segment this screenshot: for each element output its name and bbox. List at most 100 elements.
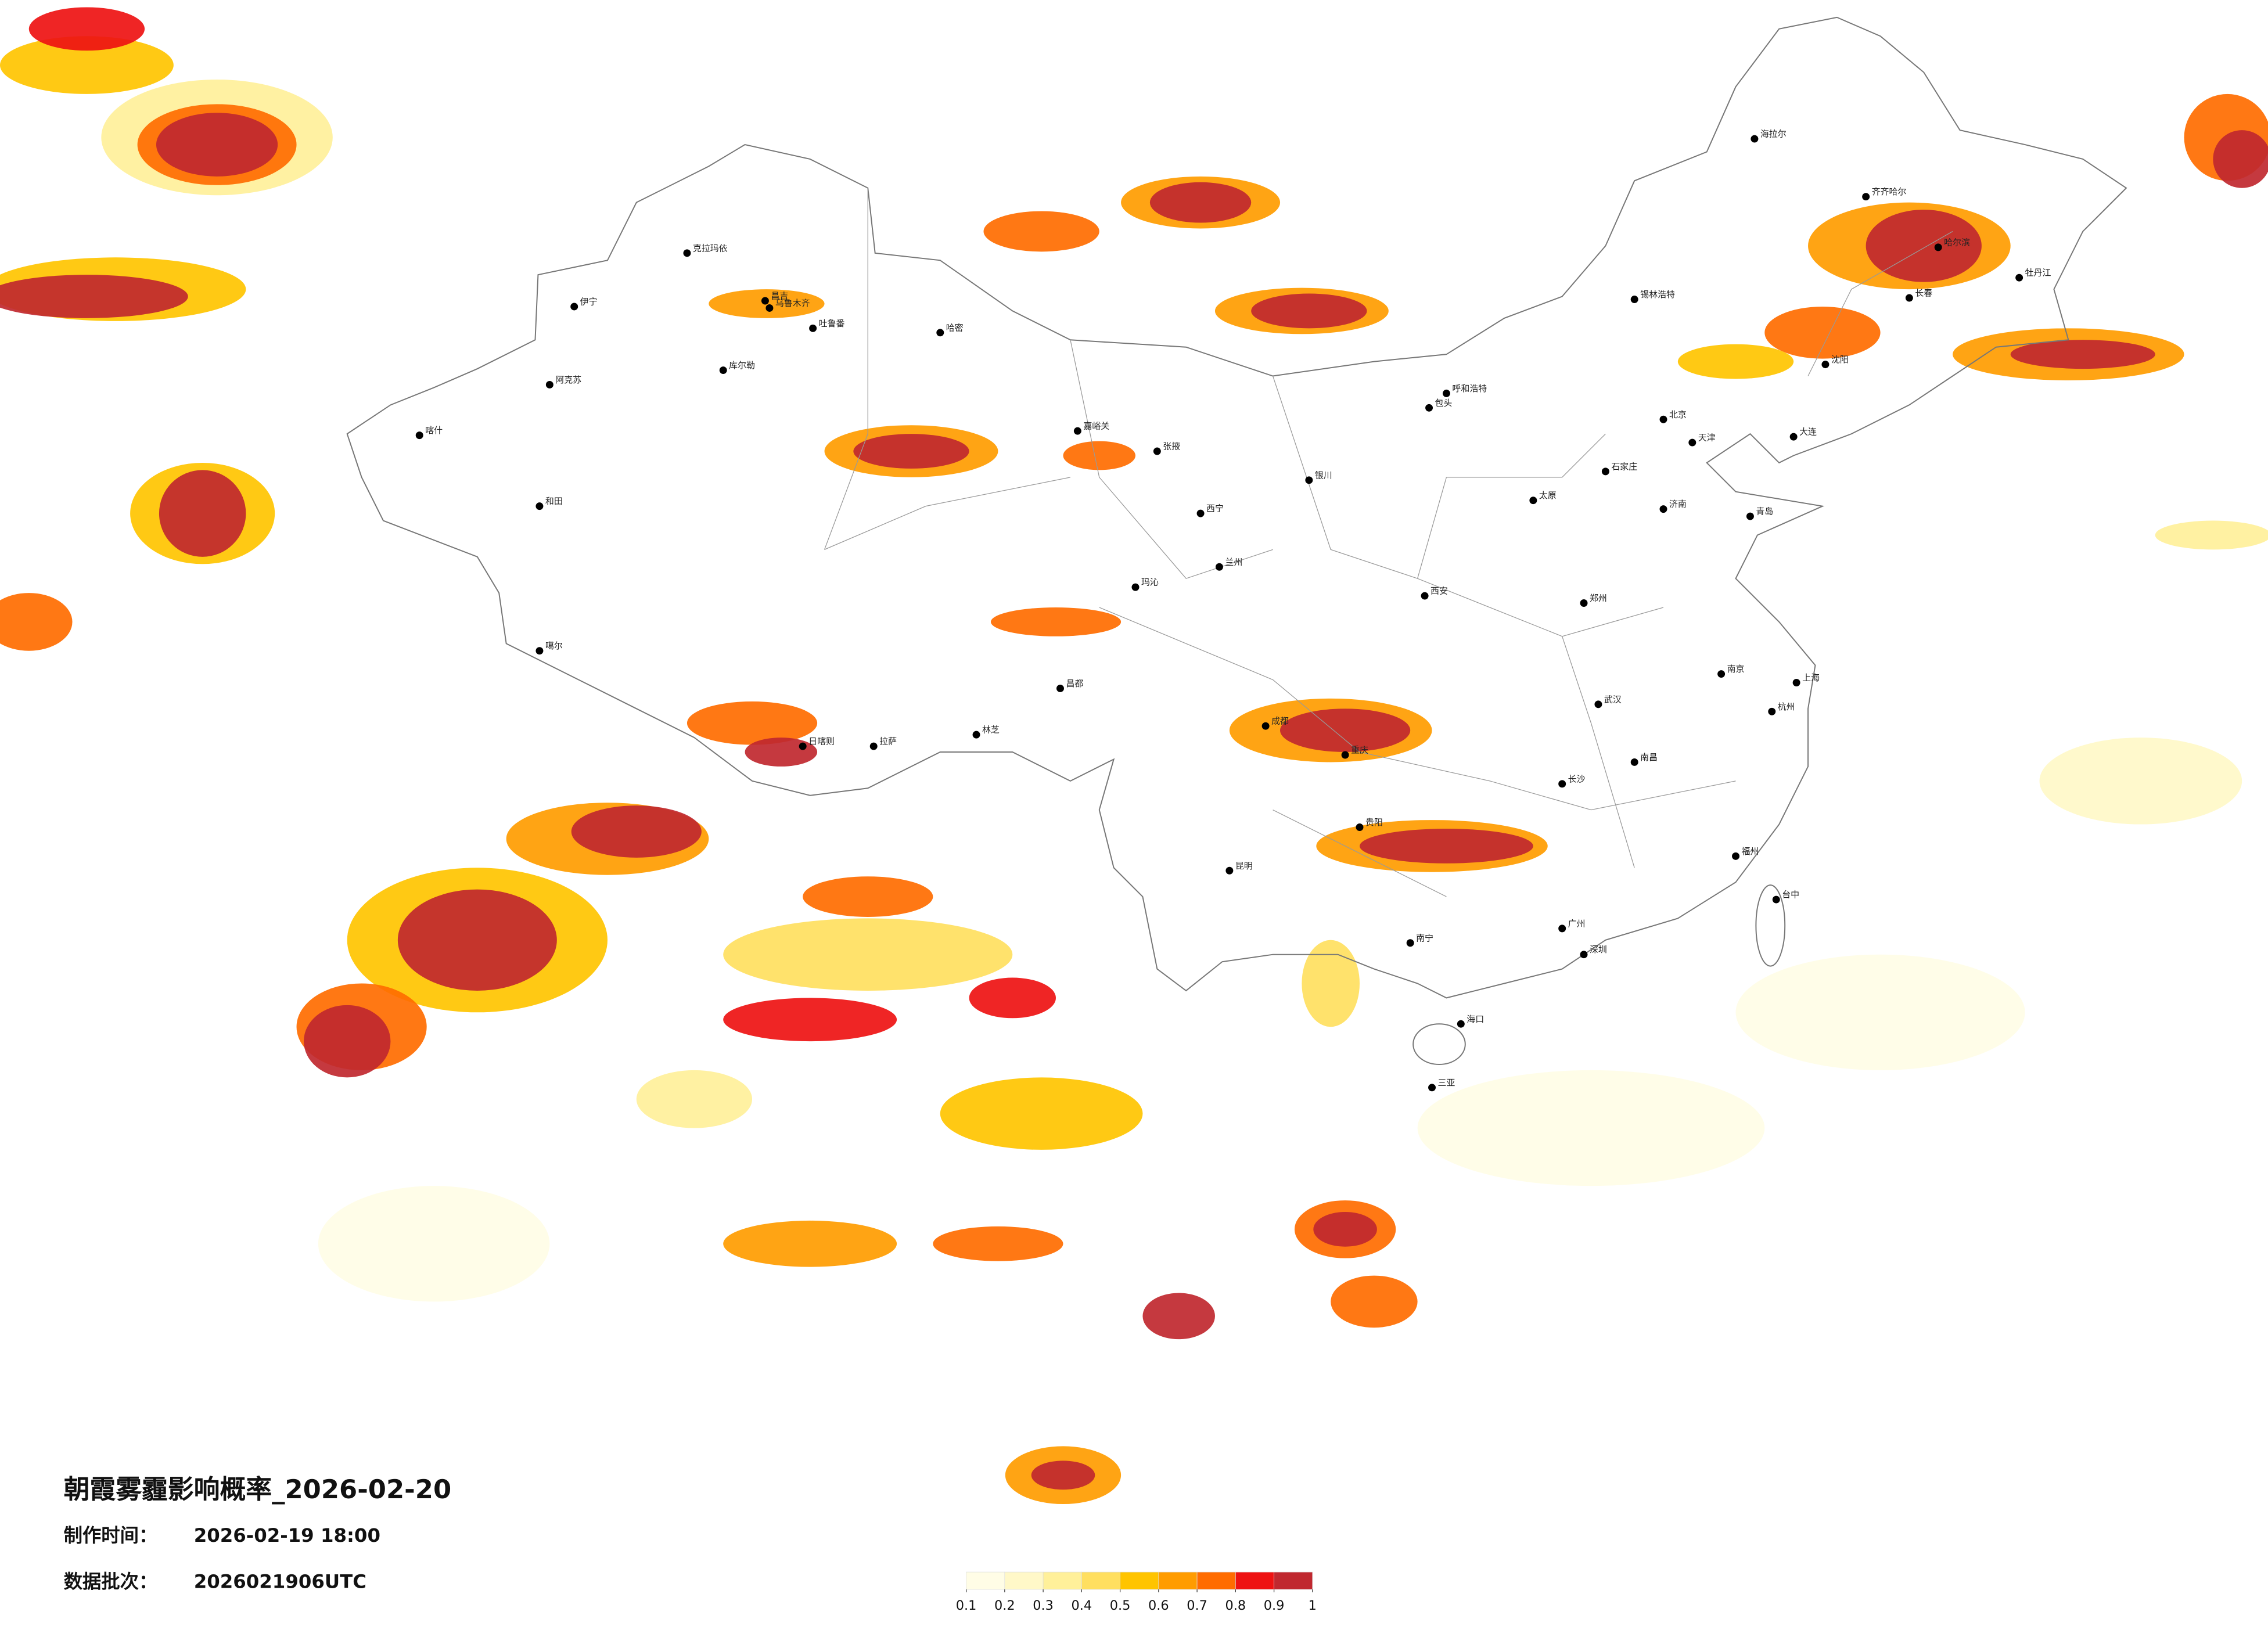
city-label: 昌吉 [771, 291, 788, 301]
city-label: 锡林浩特 [1640, 289, 1675, 300]
city-dot [1261, 722, 1270, 730]
legend-swatch [1004, 1571, 1044, 1590]
probability-area [1251, 293, 1367, 329]
probability-area [940, 1077, 1143, 1150]
city-dot [1457, 1020, 1465, 1028]
city-label: 台中 [1782, 890, 1799, 900]
probability-field [0, 7, 2268, 1505]
legend-tick-label: 0.5 [1110, 1598, 1131, 1613]
hainan-outline [1412, 1023, 1466, 1065]
city-dot [683, 249, 691, 257]
city-dot [1768, 707, 1776, 715]
city-dot [1425, 404, 1433, 412]
city-label: 石家庄 [1611, 461, 1637, 472]
city-label: 玛沁 [1141, 577, 1159, 588]
city-label: 广州 [1568, 918, 1586, 929]
city-dot [1862, 193, 1870, 201]
city-label: 福州 [1741, 846, 1759, 857]
probability-area [28, 7, 145, 51]
city-dot [1772, 895, 1780, 904]
legend-tick-label: 0.8 [1225, 1598, 1246, 1613]
city-dot [869, 742, 878, 750]
city-dot [1558, 924, 1566, 933]
legend-swatch [1081, 1571, 1120, 1590]
taiwan-outline [1755, 884, 1786, 967]
legend-swatch [1120, 1571, 1159, 1590]
legend-swatch [1043, 1571, 1082, 1590]
city-dot [1821, 361, 1830, 369]
city-label: 济南 [1669, 499, 1687, 509]
probability-area [2213, 130, 2268, 188]
city-label: 哈密 [946, 322, 964, 333]
probability-area [1302, 940, 1360, 1027]
city-label: 喀什 [425, 425, 443, 436]
city-label: 贵阳 [1365, 817, 1383, 828]
city-dot [545, 380, 553, 388]
city-dot [1428, 1084, 1436, 1092]
city-dot [936, 329, 944, 337]
city-label: 兰州 [1225, 557, 1242, 567]
city-label: 呼和浩特 [1452, 383, 1487, 394]
city-dot [1792, 679, 1800, 686]
legend-tick-label: 0.9 [1264, 1598, 1285, 1613]
city-label: 郑州 [1590, 593, 1607, 603]
city-label: 成都 [1271, 716, 1289, 726]
city-dot [719, 366, 727, 375]
city-label: 齐齐哈尔 [1872, 186, 1907, 197]
probability-area [745, 738, 818, 767]
made-label: 制作时间： [64, 1524, 158, 1546]
legend-swatch [966, 1571, 1005, 1590]
city-dot [1659, 505, 1667, 513]
legend-tick-label: 0.3 [1033, 1598, 1054, 1613]
probability-area [159, 470, 246, 557]
city-label: 长沙 [1568, 774, 1586, 784]
probability-area [1360, 829, 1533, 864]
city-label: 上海 [1802, 672, 1820, 683]
city-label: 克拉玛依 [693, 243, 728, 253]
city-dot [535, 502, 544, 510]
probability-area [723, 1220, 897, 1267]
city-dot [972, 731, 980, 739]
city-dot [1717, 670, 1726, 678]
legend-tick-label: 0.7 [1187, 1598, 1207, 1613]
city-label: 长春 [1915, 288, 1932, 298]
probability-area [636, 1070, 753, 1128]
city-dot [1934, 243, 1942, 251]
city-label: 天津 [1698, 433, 1716, 443]
city-dot [1529, 497, 1537, 505]
city-label: 南昌 [1640, 752, 1658, 762]
probability-area [2155, 520, 2268, 550]
city-label: 林芝 [982, 725, 1000, 735]
legend-tick-label: 0.2 [994, 1598, 1015, 1613]
city-dot [1630, 758, 1638, 766]
city-label: 南宁 [1416, 933, 1433, 943]
city-label: 北京 [1669, 409, 1687, 420]
city-dot [1580, 599, 1588, 607]
probability-area [318, 1186, 550, 1302]
city-dot [765, 304, 774, 312]
city-dot [1746, 512, 1754, 520]
city-label: 张掖 [1163, 441, 1180, 452]
city-dot [415, 431, 423, 440]
probability-area [933, 1226, 1063, 1261]
probability-area [1063, 441, 1135, 470]
map-title: 朝霞雾霾影响概率_2026-02-20 [64, 1474, 452, 1505]
probability-area [803, 876, 933, 917]
city-label: 阿克苏 [555, 375, 581, 385]
made-time: 2026-02-19 18:00 [194, 1524, 380, 1546]
probability-area [1677, 344, 1794, 379]
city-dot [1056, 684, 1064, 692]
city-dot [1215, 563, 1223, 571]
city-dot [799, 742, 807, 750]
city-dot [1594, 700, 1602, 708]
city-dot [1341, 751, 1349, 759]
probability-area [1280, 708, 1411, 753]
probability-area [969, 977, 1056, 1019]
probability-area [1313, 1211, 1377, 1247]
city-dot [1442, 389, 1450, 397]
probability-area [571, 805, 702, 858]
city-dot [1131, 583, 1140, 591]
legend-swatch [1274, 1571, 1313, 1590]
